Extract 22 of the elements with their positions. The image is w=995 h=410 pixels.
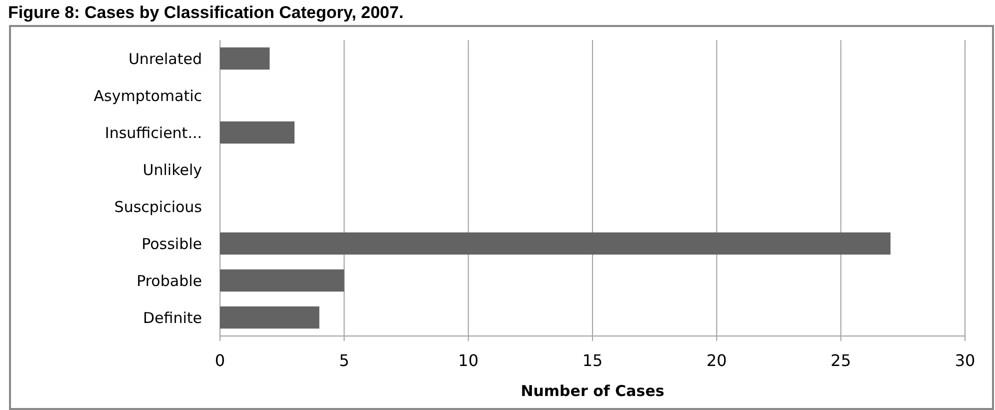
x-axis-title: Number of Cases xyxy=(520,382,664,400)
y-tick-label: Asymptomatic xyxy=(94,86,202,105)
chart-title: Figure 8: Cases by Classification Category, 2007. xyxy=(8,3,404,22)
x-tick-label: 0 xyxy=(214,351,226,370)
y-tick-label: Unrelated xyxy=(128,50,202,68)
bar xyxy=(220,121,294,144)
x-tick-label: 25 xyxy=(830,351,852,370)
bar xyxy=(220,232,890,255)
y-tick-label: Unlikely xyxy=(142,160,202,179)
y-tick-label: Suscpicious xyxy=(114,198,202,216)
bar xyxy=(220,306,320,329)
x-tick-label: 5 xyxy=(339,351,350,370)
y-tick-label: Definite xyxy=(142,308,202,327)
x-tick-label: 15 xyxy=(582,351,603,370)
y-tick-label: Insufficient... xyxy=(104,124,202,142)
x-tick-label: 30 xyxy=(954,351,976,370)
bar xyxy=(220,269,344,292)
bar xyxy=(220,47,270,70)
x-tick-label: 20 xyxy=(706,351,727,370)
y-tick-label: Probable xyxy=(136,272,202,290)
x-tick-label: 10 xyxy=(458,351,479,370)
y-tick-label: Possible xyxy=(142,234,202,253)
